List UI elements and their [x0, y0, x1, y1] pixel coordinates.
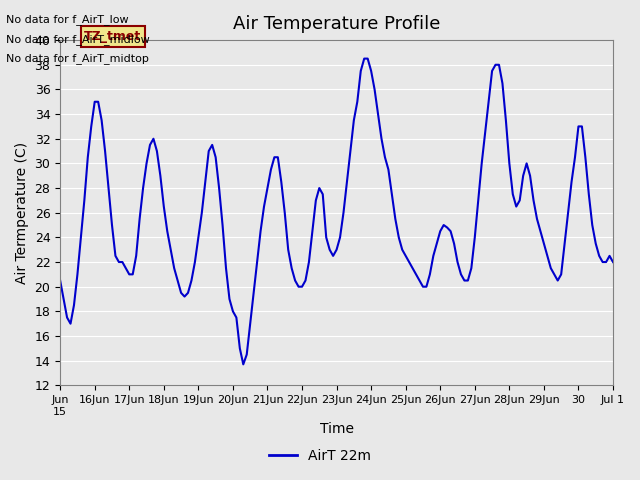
X-axis label: Time: Time	[319, 422, 353, 436]
Legend: AirT 22m: AirT 22m	[264, 443, 376, 468]
Text: No data for f_AirT_midlow: No data for f_AirT_midlow	[6, 34, 150, 45]
Text: No data for f_AirT_low: No data for f_AirT_low	[6, 14, 129, 25]
Y-axis label: Air Termperature (C): Air Termperature (C)	[15, 142, 29, 284]
Text: TZ_tmet: TZ_tmet	[84, 30, 141, 43]
Title: Air Temperature Profile: Air Temperature Profile	[233, 15, 440, 33]
Text: No data for f_AirT_midtop: No data for f_AirT_midtop	[6, 53, 149, 64]
